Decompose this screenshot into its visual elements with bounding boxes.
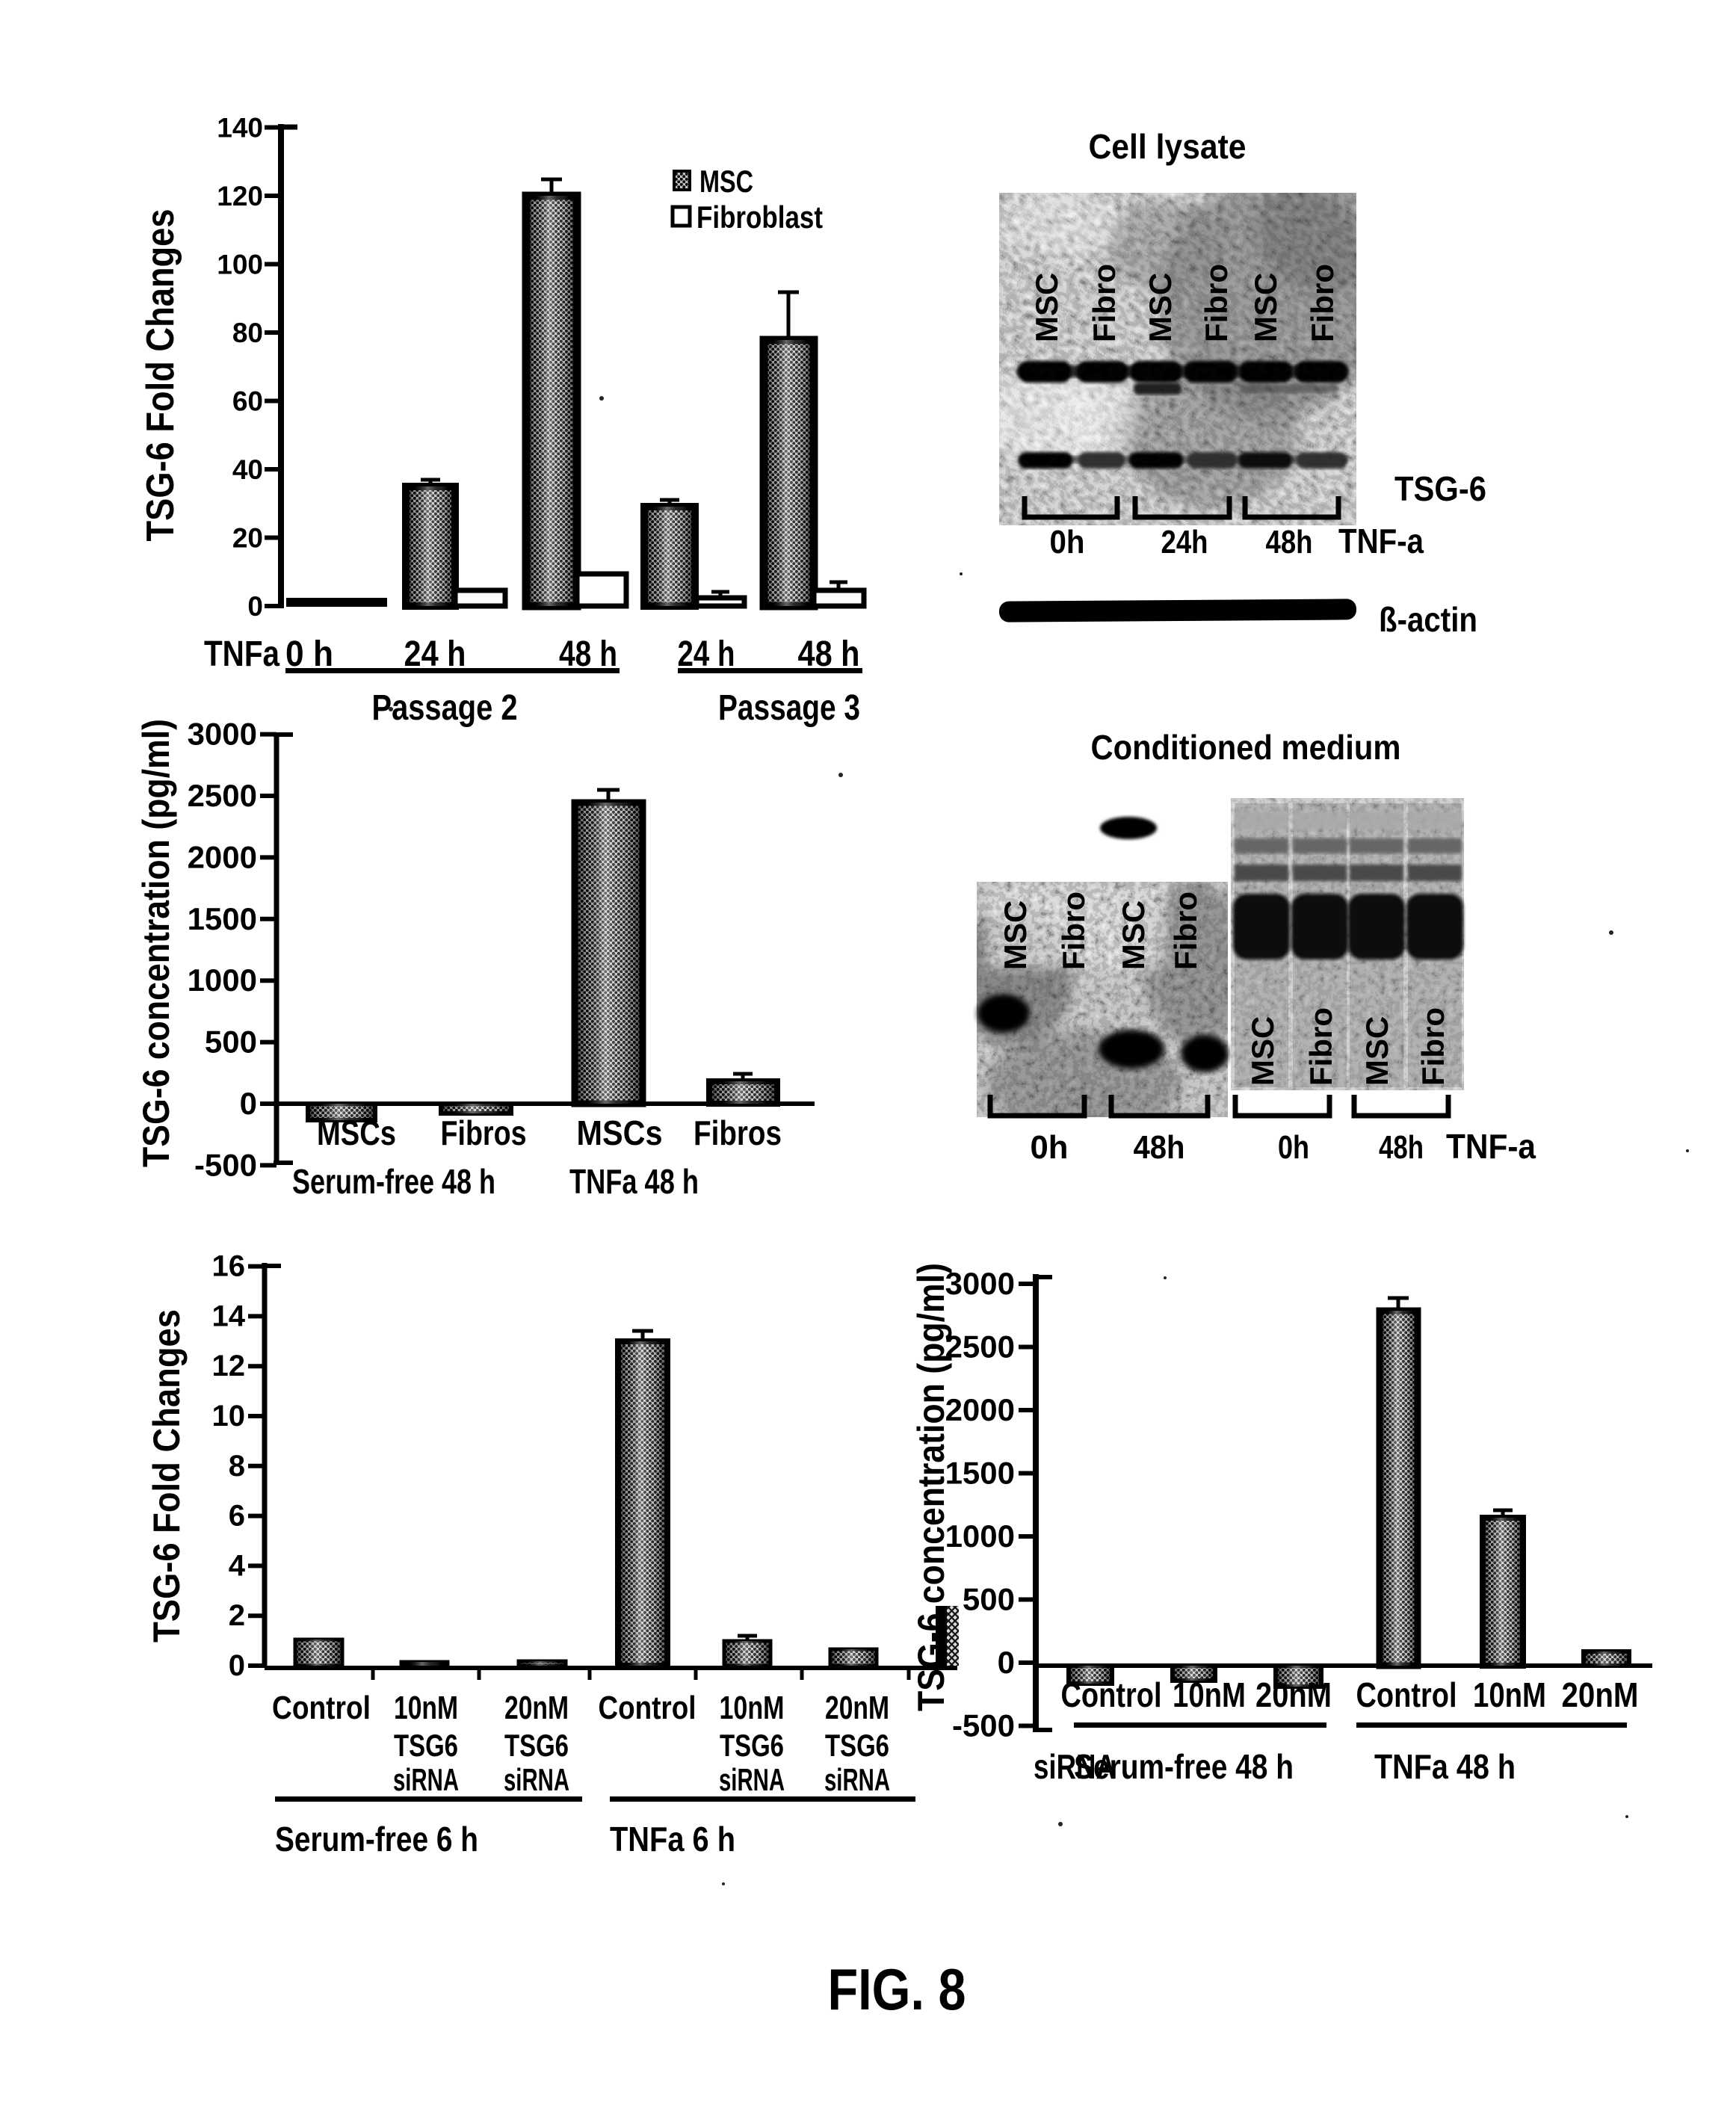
svg-text:siRNA: siRNA <box>504 1762 569 1797</box>
svg-text:3000: 3000 <box>945 1266 1015 1301</box>
svg-text:24h: 24h <box>1161 524 1208 560</box>
svg-text:TNFa 48 h: TNFa 48 h <box>569 1162 699 1201</box>
svg-text:140: 140 <box>217 113 263 143</box>
svg-text:20nM: 20nM <box>1255 1675 1332 1714</box>
svg-text:Control: Control <box>599 1690 696 1726</box>
svg-text:80: 80 <box>232 318 263 348</box>
svg-text:Fibro: Fibro <box>1168 892 1203 970</box>
svg-text:TSG-6 Fold Changes: TSG-6 Fold Changes <box>139 209 182 542</box>
svg-text:40: 40 <box>232 454 263 485</box>
svg-text:Passage 2: Passage 2 <box>372 688 518 728</box>
svg-text:1500: 1500 <box>188 901 257 936</box>
svg-text:TNFa: TNFa <box>204 634 279 674</box>
svg-text:TNF-a: TNF-a <box>1446 1127 1536 1166</box>
svg-text:0: 0 <box>998 1645 1015 1680</box>
svg-text:0: 0 <box>247 591 263 622</box>
svg-text:48h: 48h <box>1134 1129 1185 1166</box>
svg-text:10: 10 <box>212 1400 246 1433</box>
svg-text:20nM: 20nM <box>825 1690 889 1726</box>
svg-text:20nM: 20nM <box>1562 1675 1639 1714</box>
svg-text:48 h: 48 h <box>559 634 617 674</box>
svg-text:0: 0 <box>229 1649 245 1682</box>
svg-text:TSG6: TSG6 <box>825 1728 889 1763</box>
svg-text:MSCs: MSCs <box>577 1113 663 1152</box>
svg-text:ß-actin: ß-actin <box>1379 600 1477 639</box>
svg-text:Fibros: Fibros <box>441 1113 527 1152</box>
svg-text:MSC: MSC <box>1359 1016 1394 1086</box>
svg-text:siRNA: siRNA <box>1034 1747 1116 1786</box>
svg-text:MSC: MSC <box>1245 1016 1280 1086</box>
svg-text:Fibroblast: Fibroblast <box>696 200 823 235</box>
svg-text:0 h: 0 h <box>285 634 333 674</box>
svg-text:48h: 48h <box>1379 1129 1424 1166</box>
svg-text:Serum-free 48 h: Serum-free 48 h <box>1074 1747 1294 1786</box>
svg-text:TSG-6: TSG-6 <box>1394 469 1486 508</box>
svg-text:2: 2 <box>229 1599 245 1632</box>
svg-text:2000: 2000 <box>945 1392 1015 1427</box>
svg-text:Cell lysate: Cell lysate <box>1089 127 1247 166</box>
svg-text:100: 100 <box>217 250 263 280</box>
svg-text:TSG-6 concentration (pg/ml): TSG-6 concentration (pg/ml) <box>135 719 177 1167</box>
svg-text:siRNA: siRNA <box>719 1762 785 1797</box>
svg-text:TNF-a: TNF-a <box>1338 522 1424 560</box>
svg-text:Fibro: Fibro <box>1303 1007 1338 1086</box>
svg-text:16: 16 <box>212 1250 246 1283</box>
svg-text:6: 6 <box>229 1500 245 1533</box>
svg-text:TNFa 6 h: TNFa 6 h <box>610 1820 735 1858</box>
svg-text:Fibro: Fibro <box>1056 892 1091 970</box>
svg-text:MSC: MSC <box>998 900 1033 970</box>
svg-text:48 h: 48 h <box>798 634 860 674</box>
svg-text:24 h: 24 h <box>678 634 735 674</box>
svg-text:0h: 0h <box>1050 524 1085 560</box>
svg-text:TSG6: TSG6 <box>504 1728 569 1763</box>
svg-text:0h: 0h <box>1031 1129 1069 1166</box>
svg-text:48h: 48h <box>1266 524 1313 560</box>
svg-text:0: 0 <box>240 1086 257 1121</box>
svg-text:4: 4 <box>229 1549 246 1582</box>
svg-text:TSG-6 Fold Changes: TSG-6 Fold Changes <box>146 1309 188 1643</box>
svg-text:2500: 2500 <box>188 778 257 813</box>
svg-text:3000: 3000 <box>188 717 257 752</box>
svg-text:24 h: 24 h <box>404 634 466 674</box>
svg-text:10nM: 10nM <box>720 1690 785 1726</box>
svg-text:Serum-free 48 h: Serum-free 48 h <box>292 1162 495 1201</box>
svg-text:-500: -500 <box>952 1708 1015 1743</box>
svg-text:60: 60 <box>232 386 263 417</box>
svg-text:Fibro: Fibro <box>1415 1007 1451 1086</box>
svg-text:-500: -500 <box>194 1147 257 1182</box>
svg-text:10nM: 10nM <box>1473 1675 1546 1714</box>
svg-text:MSC: MSC <box>1116 900 1151 970</box>
svg-text:20: 20 <box>232 523 263 554</box>
svg-text:2500: 2500 <box>945 1329 1015 1365</box>
svg-text:Fibros: Fibros <box>694 1113 782 1152</box>
svg-text:TNFa 48 h: TNFa 48 h <box>1374 1747 1516 1786</box>
svg-text:Control: Control <box>1061 1675 1162 1714</box>
svg-text:12: 12 <box>212 1350 246 1382</box>
svg-text:2000: 2000 <box>188 839 257 874</box>
svg-text:Conditioned medium: Conditioned medium <box>1091 728 1401 767</box>
svg-text:500: 500 <box>963 1582 1015 1617</box>
svg-text:1500: 1500 <box>945 1456 1015 1491</box>
svg-text:TSG6: TSG6 <box>720 1728 784 1763</box>
svg-text:Serum-free 6 h: Serum-free 6 h <box>275 1820 478 1858</box>
svg-text:siRNA: siRNA <box>824 1762 890 1797</box>
svg-text:20nM: 20nM <box>504 1690 569 1726</box>
svg-text:FIG. 8: FIG. 8 <box>828 1956 966 2022</box>
svg-text:MSCs: MSCs <box>317 1113 396 1152</box>
svg-text:10nM: 10nM <box>1173 1675 1246 1714</box>
svg-text:siRNA: siRNA <box>393 1762 459 1797</box>
svg-text:0h: 0h <box>1278 1129 1309 1166</box>
svg-text:14: 14 <box>212 1300 246 1332</box>
svg-text:Control: Control <box>272 1690 371 1726</box>
svg-text:1000: 1000 <box>945 1518 1015 1554</box>
svg-text:1000: 1000 <box>188 962 257 998</box>
svg-text:10nM: 10nM <box>394 1690 458 1726</box>
svg-text:8: 8 <box>229 1450 245 1483</box>
svg-text:Control: Control <box>1356 1675 1457 1714</box>
svg-text:Passage 3: Passage 3 <box>718 688 860 728</box>
svg-text:120: 120 <box>217 181 263 211</box>
svg-text:TSG6: TSG6 <box>394 1728 458 1763</box>
svg-text:MSC: MSC <box>699 164 753 199</box>
svg-text:500: 500 <box>205 1025 257 1060</box>
